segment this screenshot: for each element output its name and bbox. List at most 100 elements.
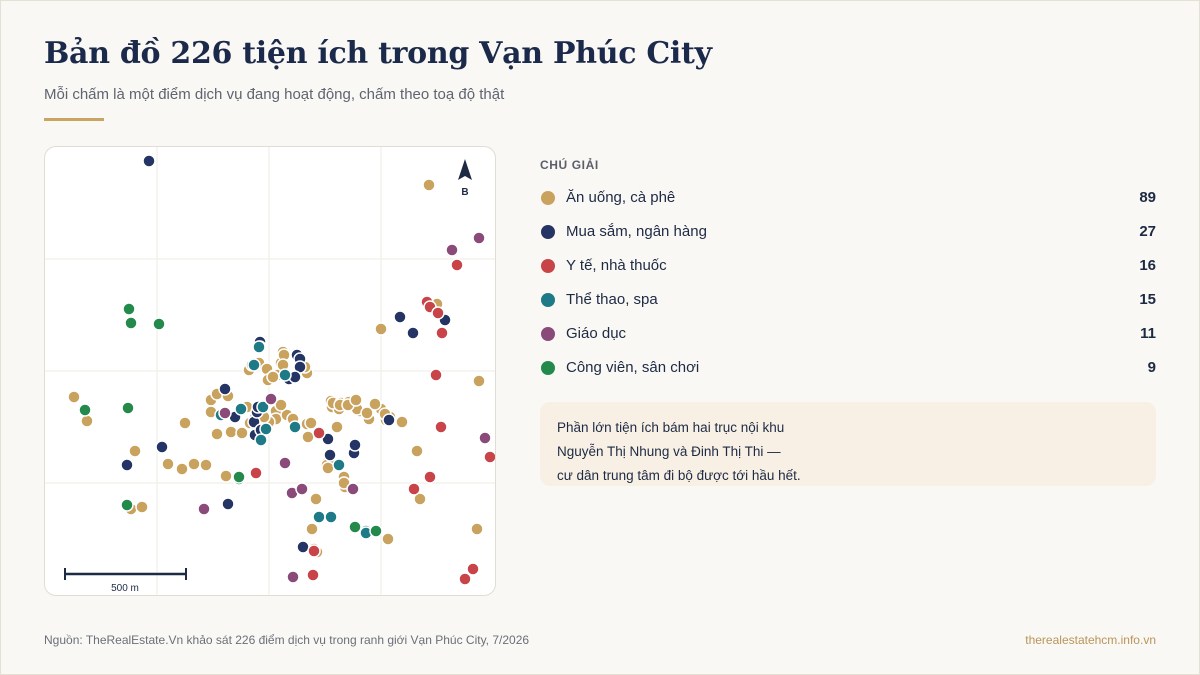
poi-dot-an-uong[interactable]: [330, 420, 344, 434]
poi-dot-an-uong[interactable]: [187, 457, 201, 471]
poi-dot-an-uong[interactable]: [472, 374, 486, 388]
poi-dot-the-thao[interactable]: [324, 510, 338, 524]
poi-dot-giao-duc[interactable]: [278, 456, 292, 470]
legend-item-y-te[interactable]: Y tế, nhà thuốc 16: [540, 254, 1156, 288]
poi-dot-an-uong[interactable]: [80, 414, 94, 428]
poi-dot-y-te[interactable]: [249, 466, 263, 480]
poi-dot-mua-sam[interactable]: [218, 382, 232, 396]
poi-dot-an-uong[interactable]: [304, 416, 318, 430]
poi-dot-y-te[interactable]: [307, 544, 321, 558]
poi-dot-mua-sam[interactable]: [382, 413, 396, 427]
poi-dot-giao-duc[interactable]: [197, 502, 211, 516]
legend-item-cong-vien[interactable]: Công viên, sân chơi 9: [540, 356, 1156, 390]
poi-dot-y-te[interactable]: [466, 562, 480, 576]
poi-dot-an-uong[interactable]: [178, 416, 192, 430]
poi-dot-y-te[interactable]: [429, 368, 443, 382]
poi-dot-an-uong[interactable]: [360, 406, 374, 420]
poi-dot-an-uong[interactable]: [235, 426, 249, 440]
poi-dot-cong-vien[interactable]: [124, 316, 138, 330]
poi-dot-cong-vien[interactable]: [78, 403, 92, 417]
poi-dot-an-uong[interactable]: [413, 492, 427, 506]
poi-dot-giao-duc[interactable]: [445, 243, 459, 257]
poi-dot-y-te[interactable]: [423, 470, 437, 484]
poi-dot-y-te[interactable]: [431, 306, 445, 320]
poi-dot-an-uong[interactable]: [422, 178, 436, 192]
poi-dot-giao-duc[interactable]: [264, 392, 278, 406]
poi-dot-cong-vien[interactable]: [121, 401, 135, 415]
poi-dot-an-uong[interactable]: [135, 500, 149, 514]
poi-dot-an-uong[interactable]: [199, 458, 213, 472]
poi-dot-mua-sam[interactable]: [323, 448, 337, 462]
poi-dot-giao-duc[interactable]: [295, 482, 309, 496]
poi-dot-cong-vien[interactable]: [152, 317, 166, 331]
poi-dot-cong-vien[interactable]: [122, 302, 136, 316]
poi-dot-giao-duc[interactable]: [218, 406, 232, 420]
poi-dot-giao-duc[interactable]: [286, 570, 300, 584]
legend-item-the-thao[interactable]: Thể thao, spa 15: [540, 288, 1156, 322]
poi-dot-cong-vien[interactable]: [232, 470, 246, 484]
poi-dot-cong-vien[interactable]: [369, 524, 383, 538]
poi-dot-an-uong[interactable]: [210, 427, 224, 441]
poi-dot-an-uong[interactable]: [224, 425, 238, 439]
poi-dot-the-thao[interactable]: [312, 510, 326, 524]
poi-dot-an-uong[interactable]: [309, 492, 323, 506]
legend-item-an-uong[interactable]: Ăn uống, cà phê 89: [540, 186, 1156, 220]
footer-site-link[interactable]: therealestatehcm.info.vn: [1025, 633, 1156, 647]
poi-dot-the-thao[interactable]: [259, 422, 273, 436]
poi-dot-an-uong[interactable]: [128, 444, 142, 458]
poi-dot-y-te[interactable]: [483, 450, 495, 464]
poi-dot-the-thao[interactable]: [332, 458, 346, 472]
poi-dot-an-uong[interactable]: [395, 415, 409, 429]
poi-dot-the-thao[interactable]: [234, 402, 248, 416]
poi-dot-the-thao[interactable]: [288, 420, 302, 434]
poi-dot-an-uong[interactable]: [349, 393, 363, 407]
poi-dot-an-uong[interactable]: [305, 522, 319, 536]
poi-dot-y-te[interactable]: [312, 426, 326, 440]
poi-dot-mua-sam[interactable]: [393, 310, 407, 324]
insight-note: Phần lớn tiện ích bám hai trục nội khu N…: [540, 402, 1156, 486]
poi-dot-an-uong[interactable]: [266, 370, 280, 384]
poi-dot-y-te[interactable]: [306, 568, 320, 582]
poi-dot-an-uong[interactable]: [368, 397, 382, 411]
page-subtitle: Mỗi chấm là một điểm dịch vụ đang hoạt đ…: [44, 86, 505, 103]
poi-dot-an-uong[interactable]: [321, 461, 335, 475]
poi-dot-an-uong[interactable]: [219, 469, 233, 483]
poi-dot-an-uong[interactable]: [381, 532, 395, 546]
poi-dot-mua-sam[interactable]: [221, 497, 235, 511]
legend-item-mua-sam[interactable]: Mua sắm, ngân hàng 27: [540, 220, 1156, 254]
poi-dot-y-te[interactable]: [458, 572, 472, 586]
poi-dot-giao-duc[interactable]: [472, 231, 486, 245]
poi-dot-mua-sam[interactable]: [120, 458, 134, 472]
poi-dot-mua-sam[interactable]: [296, 540, 310, 554]
poi-dot-mua-sam[interactable]: [348, 438, 362, 452]
map-panel[interactable]: B 500 m: [44, 146, 496, 596]
poi-dot-mua-sam[interactable]: [142, 154, 156, 168]
poi-dot-an-uong[interactable]: [470, 522, 484, 536]
poi-dot-y-te[interactable]: [434, 420, 448, 434]
poi-dot-y-te[interactable]: [407, 482, 421, 496]
legend-label: Giáo dục: [566, 325, 627, 342]
poi-dot-the-thao[interactable]: [278, 368, 292, 382]
poi-dot-an-uong[interactable]: [175, 462, 189, 476]
legend-label: Mua sắm, ngân hàng: [566, 223, 707, 240]
poi-dot-mua-sam[interactable]: [155, 440, 169, 454]
poi-dot-the-thao[interactable]: [247, 358, 261, 372]
poi-dot-mua-sam[interactable]: [406, 326, 420, 340]
poi-dot-y-te[interactable]: [435, 326, 449, 340]
poi-map: B 500 m: [45, 147, 495, 595]
poi-dot-an-uong[interactable]: [274, 398, 288, 412]
poi-dot-giao-duc[interactable]: [478, 431, 492, 445]
poi-dot-an-uong[interactable]: [410, 444, 424, 458]
poi-dot-giao-duc[interactable]: [346, 482, 360, 496]
poi-dot-an-uong[interactable]: [161, 457, 175, 471]
poi-dot-an-uong[interactable]: [67, 390, 81, 404]
poi-dot-y-te[interactable]: [450, 258, 464, 272]
poi-dot-cong-vien[interactable]: [348, 520, 362, 534]
poi-dot-cong-vien[interactable]: [120, 498, 134, 512]
poi-dot-an-uong[interactable]: [374, 322, 388, 336]
legend-item-giao-duc[interactable]: Giáo dục 11: [540, 322, 1156, 356]
poi-dot-the-thao[interactable]: [256, 400, 270, 414]
poi-dot-the-thao[interactable]: [254, 433, 268, 447]
poi-dot-the-thao[interactable]: [252, 340, 266, 354]
poi-dot-an-uong[interactable]: [301, 430, 315, 444]
